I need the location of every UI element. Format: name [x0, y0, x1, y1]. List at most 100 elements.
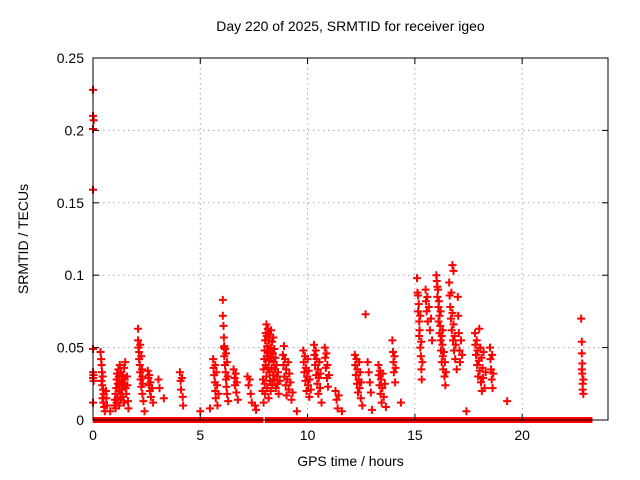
data-point-marker: [252, 405, 261, 414]
data-point-marker: [364, 368, 373, 377]
data-point-marker: [246, 389, 255, 398]
data-point-marker: [454, 329, 463, 338]
data-point-marker: [323, 360, 332, 369]
data-point-marker: [313, 365, 322, 374]
data-point-marker: [374, 360, 383, 369]
data-point-marker: [259, 398, 268, 407]
data-point-marker: [579, 389, 588, 398]
data-point-marker: [213, 401, 222, 410]
data-point-marker: [266, 387, 275, 396]
data-point-marker: [488, 350, 497, 359]
y-tick-label: 0.1: [65, 267, 85, 283]
data-point-marker: [96, 347, 105, 356]
data-point-marker: [448, 308, 457, 317]
data-point-marker: [122, 389, 131, 398]
data-point-marker: [416, 311, 425, 320]
data-point-marker: [303, 355, 312, 364]
data-point-marker: [425, 326, 434, 335]
data-point-marker: [305, 375, 314, 384]
data-point-marker: [440, 372, 449, 381]
x-tick-label: 10: [300, 427, 316, 443]
data-point-marker: [282, 365, 291, 374]
data-point-marker: [101, 387, 110, 396]
data-point-marker: [134, 336, 143, 345]
data-point-marker: [378, 384, 387, 393]
data-point-marker: [376, 375, 385, 384]
data-point-marker: [472, 350, 481, 359]
data-point-marker: [138, 389, 147, 398]
data-point-marker: [266, 376, 275, 385]
data-point-marker: [230, 374, 239, 383]
data-point-marker: [391, 378, 400, 387]
data-point-marker: [102, 394, 111, 403]
data-point-marker: [471, 340, 480, 349]
data-point-marker: [388, 336, 397, 345]
data-point-marker: [578, 369, 587, 378]
data-point-marker: [302, 387, 311, 396]
data-point-marker: [396, 398, 405, 407]
data-point-marker: [314, 389, 323, 398]
data-point-marker: [356, 394, 365, 403]
data-point-marker: [455, 346, 464, 355]
data-point-marker: [480, 384, 489, 393]
data-point-marker: [331, 387, 340, 396]
data-point-marker: [118, 371, 127, 380]
data-point-marker: [437, 332, 446, 341]
data-point-marker: [122, 372, 131, 381]
data-point-marker: [455, 358, 464, 367]
data-point-marker: [175, 368, 184, 377]
data-point-marker: [332, 395, 341, 404]
data-point-marker: [476, 343, 485, 352]
data-point-marker: [452, 365, 461, 374]
data-point-marker: [449, 336, 458, 345]
data-point-marker: [179, 401, 188, 410]
data-point-marker: [441, 381, 450, 390]
data-point-marker: [220, 345, 229, 354]
data-point-marker: [438, 352, 447, 361]
data-point-marker: [305, 392, 314, 401]
data-point-marker: [451, 355, 460, 364]
data-point-marker: [268, 337, 277, 346]
data-point-marker: [178, 392, 187, 401]
data-point-marker: [579, 375, 588, 384]
data-point-marker: [422, 297, 431, 306]
data-point-marker: [479, 347, 488, 356]
data-point-marker: [262, 320, 271, 329]
data-point-marker: [272, 360, 281, 369]
data-point-marker: [123, 397, 132, 406]
data-point-marker: [358, 401, 367, 410]
data-point-marker: [139, 397, 148, 406]
data-point-marker: [262, 352, 271, 361]
data-point-marker: [446, 303, 455, 312]
data-point-marker: [421, 285, 430, 294]
data-point-marker: [476, 378, 485, 387]
data-point-marker: [453, 292, 462, 301]
data-point-marker: [212, 368, 221, 377]
data-point-marker: [304, 381, 313, 390]
data-point-marker: [321, 353, 330, 362]
data-point-marker: [418, 358, 427, 367]
axis-border: [92, 57, 609, 421]
data-point-marker: [300, 368, 309, 377]
data-point-marker: [378, 369, 387, 378]
data-point-marker: [374, 371, 383, 380]
data-point-marker: [301, 376, 310, 385]
x-tick-label: 20: [514, 427, 530, 443]
data-point-marker: [159, 394, 168, 403]
data-point-marker: [451, 340, 460, 349]
data-point-marker: [115, 401, 124, 410]
data-point-marker: [223, 358, 232, 367]
data-point-marker: [473, 360, 482, 369]
data-point-marker: [435, 311, 444, 320]
y-tick-label: 0: [76, 412, 84, 428]
data-point-marker: [417, 375, 426, 384]
data-point-marker: [267, 326, 276, 335]
data-point-marker: [449, 320, 458, 329]
data-point-marker: [323, 382, 332, 391]
data-point-marker: [317, 398, 326, 407]
y-tick-label: 0.25: [57, 50, 84, 66]
data-point-marker: [381, 402, 390, 411]
data-point-marker: [447, 326, 456, 335]
data-point-marker: [292, 407, 301, 416]
